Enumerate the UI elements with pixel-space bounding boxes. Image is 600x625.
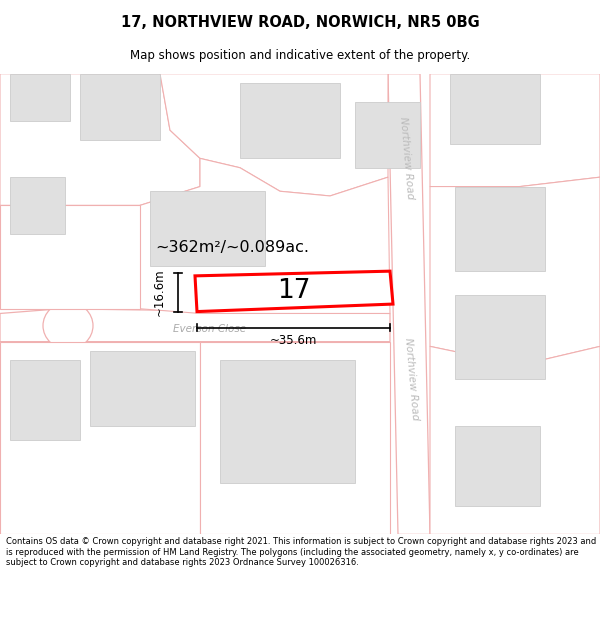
Polygon shape [10, 74, 70, 121]
Polygon shape [0, 342, 200, 534]
Polygon shape [0, 74, 200, 206]
Text: Northview Road: Northview Road [403, 338, 421, 421]
Polygon shape [430, 346, 600, 534]
Polygon shape [455, 294, 545, 379]
Polygon shape [90, 351, 195, 426]
Polygon shape [150, 191, 265, 266]
Polygon shape [140, 158, 390, 314]
Text: ~35.6m: ~35.6m [270, 334, 317, 348]
Polygon shape [220, 361, 355, 483]
Text: ~362m²/~0.089ac.: ~362m²/~0.089ac. [155, 240, 309, 255]
Polygon shape [10, 177, 65, 234]
Text: Contains OS data © Crown copyright and database right 2021. This information is : Contains OS data © Crown copyright and d… [6, 538, 596, 568]
Polygon shape [455, 426, 540, 506]
Text: 17: 17 [277, 278, 311, 304]
Circle shape [43, 302, 93, 349]
Polygon shape [430, 177, 600, 365]
Polygon shape [388, 74, 430, 534]
Polygon shape [455, 186, 545, 271]
Polygon shape [240, 83, 340, 158]
Text: Northview Road: Northview Road [398, 117, 416, 200]
Polygon shape [200, 342, 390, 534]
Text: 17, NORTHVIEW ROAD, NORWICH, NR5 0BG: 17, NORTHVIEW ROAD, NORWICH, NR5 0BG [121, 14, 479, 29]
Text: ~16.6m: ~16.6m [153, 269, 166, 316]
Polygon shape [430, 74, 600, 186]
Text: Everson Close: Everson Close [173, 324, 247, 334]
Polygon shape [160, 74, 388, 196]
Polygon shape [0, 309, 390, 342]
Polygon shape [450, 74, 540, 144]
Polygon shape [80, 74, 160, 139]
Polygon shape [195, 271, 393, 312]
Text: Map shows position and indicative extent of the property.: Map shows position and indicative extent… [130, 49, 470, 62]
Polygon shape [10, 361, 80, 441]
Polygon shape [0, 206, 140, 309]
Polygon shape [355, 102, 420, 168]
